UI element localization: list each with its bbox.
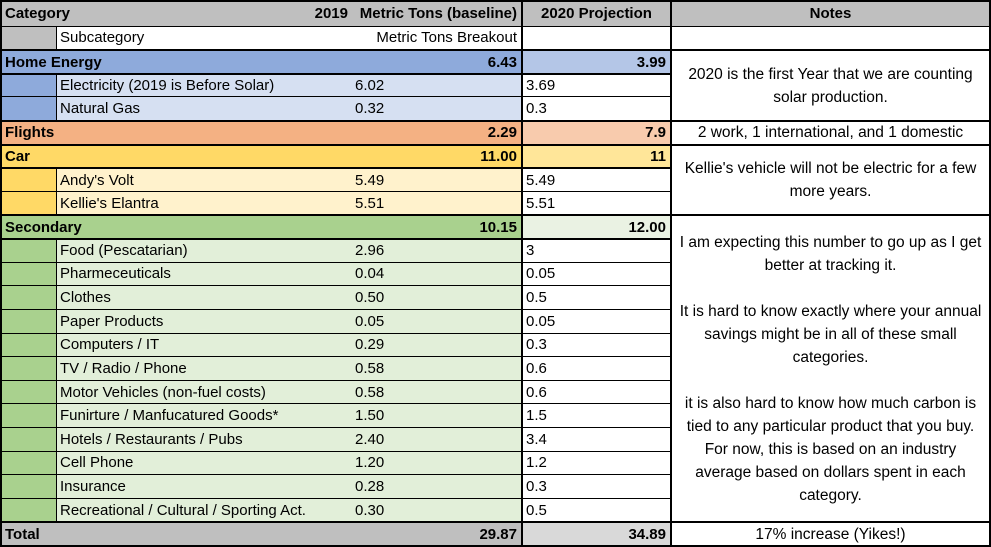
subrow-furniture-2019: 1.50 [352,403,521,427]
subrow-electricity-name: Electricity (2019 is Before Solar) [57,72,352,97]
category-row-secondary: Secondary 10.15 [2,214,521,239]
projection-flights: 7.9 [521,120,670,144]
subrow-andys-volt-2020: 5.49 [521,167,670,191]
subrow-natural-gas-name: Natural Gas [57,96,352,121]
subrow-pharmeceuticals-2019: 0.04 [352,261,521,286]
indent-secondary [2,474,57,498]
header-2019-label: 2019 [314,5,348,23]
subrow-food-2020: 3 [521,238,670,262]
subrow-hotels-name: Hotels / Restaurants / Pubs [57,426,352,451]
subrow-food-name: Food (Pescatarian) [57,238,352,262]
note-car: Kellie's vehicle will not be electric fo… [670,143,989,215]
subrow-cell-phone-2020: 1.2 [521,450,670,475]
subrow-motor-vehicles-2020: 0.6 [521,379,670,404]
subrow-paper-products-2019: 0.05 [352,308,521,333]
subrow-computers-2020: 0.3 [521,332,670,357]
subrow-cell-phone-name: Cell Phone [57,450,352,475]
subrow-tv-radio-phone-2019: 0.58 [352,356,521,380]
subrow-insurance-2020: 0.3 [521,474,670,498]
indent-secondary [2,285,57,309]
subrow-clothes-2020: 0.5 [521,285,670,309]
note-secondary: I am expecting this number to go up as I… [670,214,989,522]
note-flights: 2 work, 1 international, and 1 domestic [670,120,989,144]
note-home-energy: 2020 is the first Year that we are count… [670,49,989,121]
subrow-computers-name: Computers / IT [57,332,352,357]
indent-secondary [2,403,57,427]
subrow-electricity-2019: 6.02 [352,72,521,97]
category-row-flights: Flights 2.29 [2,120,521,144]
subrow-cell-phone-2019: 1.20 [352,450,521,475]
total-row: Total 29.87 [2,521,521,545]
indent-secondary [2,426,57,451]
subheader-subcategory-label: Subcategory [57,25,352,50]
header-category-label: Category [5,5,71,23]
subrow-paper-products-name: Paper Products [57,308,352,333]
indent-secondary [2,308,57,333]
subrow-natural-gas-2020: 0.3 [521,96,670,121]
subrow-food-2019: 2.96 [352,238,521,262]
subrow-computers-2019: 0.29 [352,332,521,357]
header-2020-projection-label: 2020 Projection [521,2,670,26]
indent-secondary [2,332,57,357]
total-projection: 34.89 [521,521,670,545]
subrow-kellies-elantra-2020: 5.51 [521,190,670,215]
header-notes-label: Notes [670,2,989,26]
subrow-motor-vehicles-2019: 0.58 [352,379,521,404]
subheader-notes-empty-cell [670,25,989,50]
indent-secondary [2,497,57,522]
subrow-andys-volt-2019: 5.49 [352,167,521,191]
subrow-recreational-2019: 0.30 [352,497,521,522]
subrow-paper-products-2020: 0.05 [521,308,670,333]
subheader-indent-cell [2,25,57,50]
subrow-hotels-2020: 3.4 [521,426,670,451]
subrow-natural-gas-2019: 0.32 [352,96,521,121]
indent-secondary [2,379,57,404]
subrow-insurance-name: Insurance [57,474,352,498]
subrow-electricity-2020: 3.69 [521,72,670,97]
subrow-insurance-2019: 0.28 [352,474,521,498]
subrow-kellies-elantra-name: Kellie's Elantra [57,190,352,215]
projection-car: 11 [521,143,670,168]
subrow-clothes-2019: 0.50 [352,285,521,309]
subheader-breakout-label: Metric Tons Breakout [352,25,521,50]
subrow-furniture-name: Funirture / Manfucatured Goods* [57,403,352,427]
subrow-recreational-name: Recreational / Cultural / Sporting Act. [57,497,352,522]
subrow-motor-vehicles-name: Motor Vehicles (non-fuel costs) [57,379,352,404]
subrow-pharmeceuticals-name: Pharmeceuticals [57,261,352,286]
projection-home-energy: 3.99 [521,49,670,73]
subrow-tv-radio-phone-2020: 0.6 [521,356,670,380]
header-category-2019: Category 2019 [2,2,352,26]
subrow-recreational-2020: 0.5 [521,497,670,522]
indent-home [2,96,57,121]
note-total: 17% increase (Yikes!) [670,521,989,545]
indent-secondary [2,261,57,286]
indent-secondary [2,450,57,475]
subrow-furniture-2020: 1.5 [521,403,670,427]
subrow-clothes-name: Clothes [57,285,352,309]
subrow-tv-radio-phone-name: TV / Radio / Phone [57,356,352,380]
subrow-kellies-elantra-2019: 5.51 [352,190,521,215]
category-row-car: Car 11.00 [2,143,521,168]
indent-secondary [2,238,57,262]
subheader-projection-empty-cell [521,25,670,50]
indent-car [2,190,57,215]
category-row-home-energy: Home Energy 6.43 [2,49,521,73]
indent-secondary [2,356,57,380]
indent-home [2,72,57,97]
subrow-hotels-2019: 2.40 [352,426,521,451]
indent-car [2,167,57,191]
header-baseline-label: Metric Tons (baseline) [352,2,521,26]
projection-secondary: 12.00 [521,214,670,239]
subrow-pharmeceuticals-2020: 0.05 [521,261,670,286]
subrow-andys-volt-name: Andy's Volt [57,167,352,191]
